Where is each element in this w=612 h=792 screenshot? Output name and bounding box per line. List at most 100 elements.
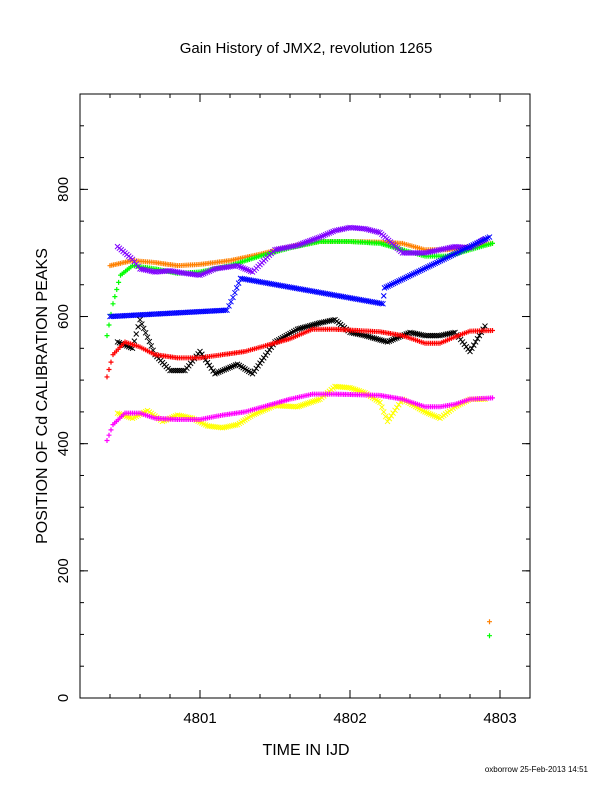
data-point (380, 293, 387, 299)
y-tick-label: 0 (55, 694, 72, 702)
data-point (378, 300, 385, 307)
data-point (311, 236, 318, 242)
data-series (114, 316, 488, 377)
data-point (296, 403, 303, 410)
data-point (306, 322, 313, 329)
y-axis-label: POSITION OF Cd CALIBRATION PEAKS (34, 248, 51, 544)
data-point (298, 402, 304, 409)
data-point (310, 321, 316, 328)
data-point (294, 326, 301, 333)
data-point (110, 301, 116, 307)
y-tick-label: 800 (55, 177, 72, 202)
data-point (106, 432, 112, 438)
data-point (298, 241, 304, 247)
data-point (474, 335, 481, 342)
data-point (144, 334, 151, 341)
data-point (108, 427, 114, 433)
data-point (299, 324, 306, 331)
data-point (350, 386, 357, 392)
data-point (135, 324, 141, 330)
x-axis: 4801 4802 4803 (79, 94, 531, 727)
data-point (133, 331, 140, 337)
data-point (470, 342, 477, 348)
data-point (108, 359, 114, 365)
data-point (306, 399, 313, 406)
data-point (264, 349, 271, 356)
data-point (379, 404, 385, 410)
data-point (315, 234, 322, 241)
y-tick-label: 200 (55, 558, 72, 583)
data-point (292, 242, 299, 249)
data-series (487, 619, 492, 625)
data-point (180, 367, 186, 374)
y-tick-label: 400 (55, 431, 72, 456)
data-point (313, 397, 320, 404)
y-axis: 0 200 400 600 800 (55, 93, 530, 702)
data-point (114, 410, 121, 417)
data-point (305, 323, 311, 330)
data-point (347, 384, 353, 391)
data-point (249, 370, 256, 377)
data-point (490, 240, 495, 246)
data-point (106, 322, 112, 328)
data-point (306, 238, 313, 244)
x-tick-label: 4803 (483, 710, 516, 727)
x-tick-label: 4802 (333, 710, 366, 727)
data-point (303, 239, 310, 245)
data-point (310, 236, 316, 243)
data-series (104, 391, 495, 444)
data-point (146, 338, 153, 345)
chart-title: Gain History of JMX2, revolution 1265 (180, 40, 433, 57)
data-series (114, 224, 488, 279)
data-point (388, 413, 395, 419)
data-point (487, 633, 492, 639)
data-point (235, 280, 242, 287)
data-point (390, 410, 396, 416)
data-point (315, 396, 322, 403)
data-point (305, 400, 311, 407)
data-point (301, 401, 308, 408)
data-point (298, 325, 304, 332)
footer-credit: oxborrow 25-Feb-2013 14:51 (485, 765, 589, 774)
data-point (330, 317, 336, 323)
data-point (104, 333, 110, 339)
y-tick-label: 600 (55, 304, 72, 329)
data-point (296, 325, 303, 332)
data-point (490, 395, 495, 401)
data-point (490, 328, 495, 334)
data-point (349, 385, 355, 392)
data-point (380, 300, 386, 307)
data-point (392, 407, 398, 414)
data-point (106, 367, 112, 373)
data-point (310, 398, 316, 405)
data-point (487, 619, 492, 625)
data-point (232, 289, 238, 296)
data-point (308, 237, 315, 244)
data-point (384, 418, 391, 425)
data-series (107, 234, 493, 320)
data-point (301, 324, 308, 331)
data-point (311, 398, 318, 404)
data-point (259, 357, 265, 364)
data-point (313, 321, 320, 327)
data-point (386, 415, 393, 422)
data-point (142, 329, 149, 336)
data-point (467, 348, 473, 355)
data-point (380, 409, 387, 415)
data-point (140, 325, 147, 332)
data-point (299, 402, 306, 408)
x-axis-label: TIME IN IJD (262, 742, 349, 759)
data-point (224, 307, 230, 314)
data-point (104, 374, 110, 380)
data-point (206, 362, 213, 369)
data-point (257, 360, 263, 367)
data-series (487, 633, 492, 639)
data-point (251, 368, 258, 374)
data-point (394, 404, 400, 411)
plot-area (104, 224, 495, 639)
data-point (354, 387, 361, 394)
data-point (233, 285, 240, 291)
data-point (294, 242, 301, 249)
data-point (469, 345, 475, 352)
